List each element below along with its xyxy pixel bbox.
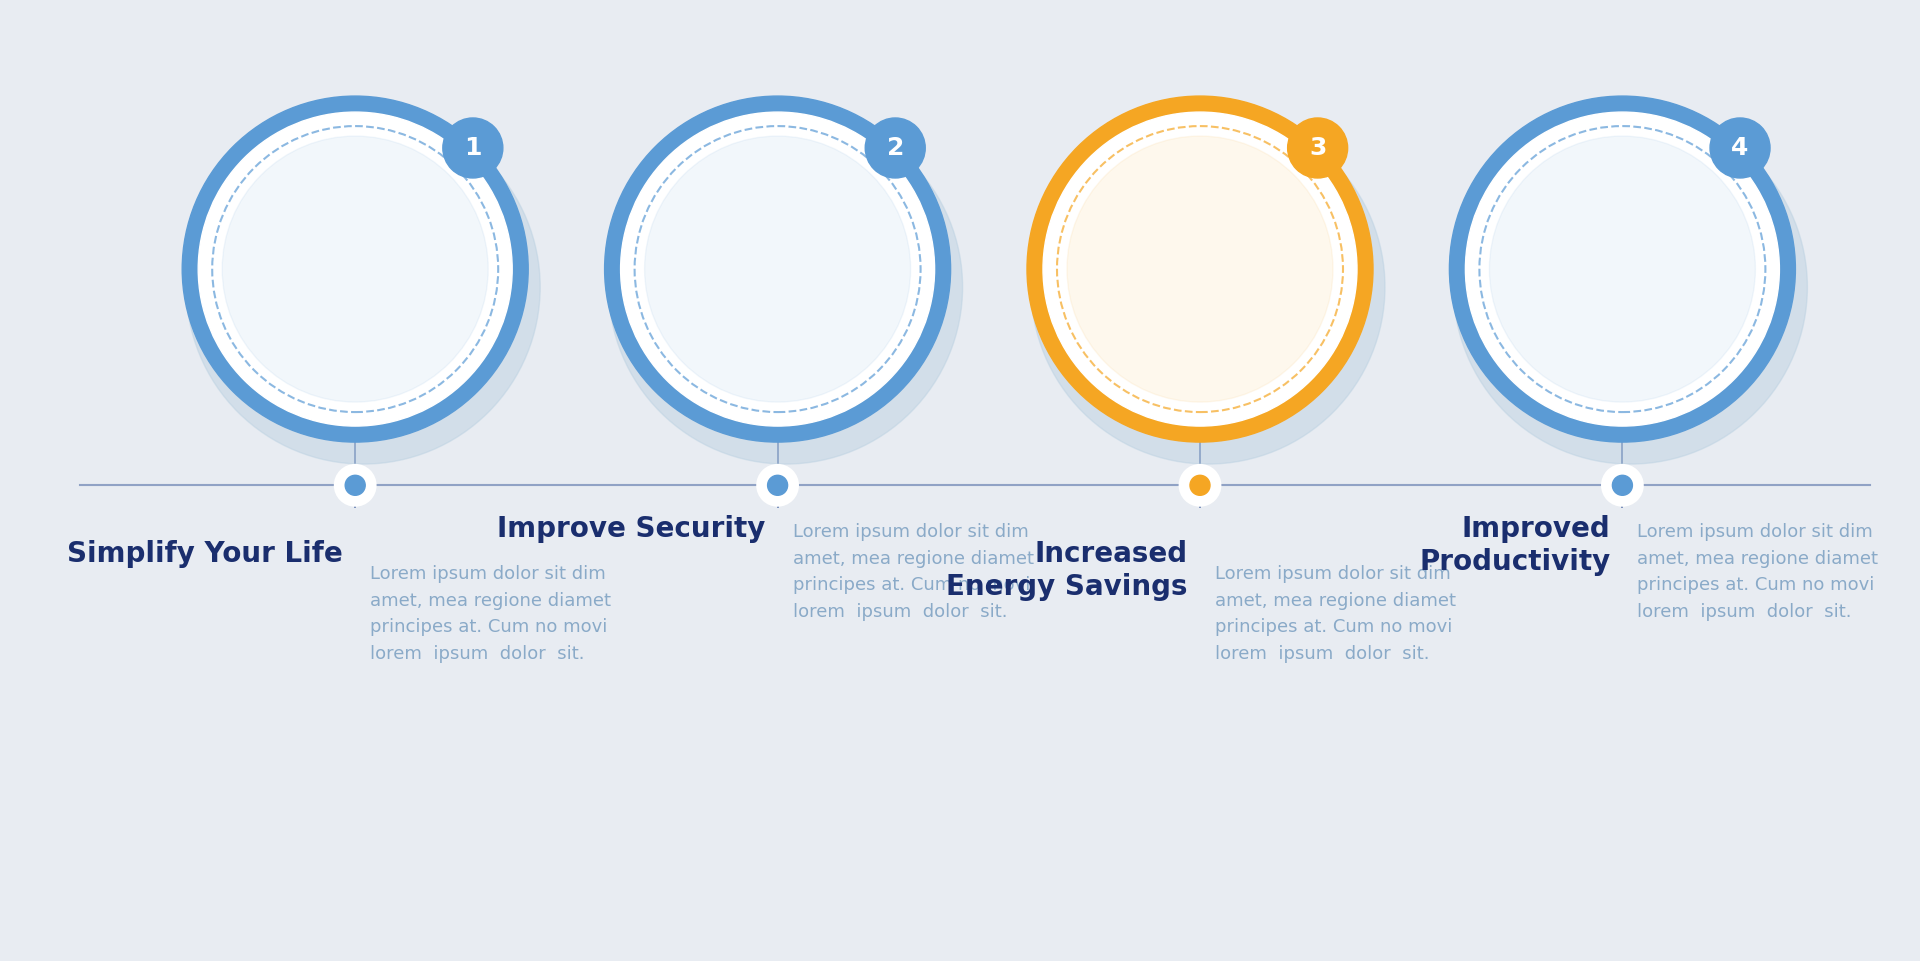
Circle shape bbox=[336, 465, 374, 505]
Text: Lorem ipsum dolor sit dim
amet, mea regione diamet
principes at. Cum no movi
lor: Lorem ipsum dolor sit dim amet, mea regi… bbox=[1638, 524, 1878, 621]
Circle shape bbox=[1711, 118, 1770, 178]
Text: 2: 2 bbox=[887, 136, 904, 160]
Circle shape bbox=[223, 136, 488, 402]
Text: Lorem ipsum dolor sit dim
amet, mea regione diamet
principes at. Cum no movi
lor: Lorem ipsum dolor sit dim amet, mea regi… bbox=[371, 565, 611, 662]
Circle shape bbox=[1603, 465, 1642, 505]
Circle shape bbox=[645, 136, 910, 402]
Circle shape bbox=[866, 118, 925, 178]
Circle shape bbox=[198, 112, 513, 426]
Circle shape bbox=[1031, 111, 1384, 464]
Text: 3: 3 bbox=[1309, 136, 1327, 160]
Circle shape bbox=[1613, 476, 1632, 495]
Circle shape bbox=[1043, 112, 1357, 426]
Circle shape bbox=[768, 476, 787, 495]
Circle shape bbox=[758, 465, 797, 505]
Circle shape bbox=[444, 118, 503, 178]
Circle shape bbox=[1490, 136, 1755, 402]
Circle shape bbox=[1465, 112, 1780, 426]
Circle shape bbox=[186, 111, 540, 464]
Circle shape bbox=[1068, 136, 1332, 402]
Text: Simplify Your Life: Simplify Your Life bbox=[67, 540, 344, 568]
Circle shape bbox=[1288, 118, 1348, 178]
Circle shape bbox=[346, 476, 365, 495]
Circle shape bbox=[1453, 111, 1807, 464]
Text: Improved
Productivity: Improved Productivity bbox=[1419, 515, 1611, 576]
Circle shape bbox=[609, 111, 962, 464]
Circle shape bbox=[1190, 476, 1210, 495]
Circle shape bbox=[1450, 96, 1795, 442]
Text: Lorem ipsum dolor sit dim
amet, mea regione diamet
principes at. Cum no movi
lor: Lorem ipsum dolor sit dim amet, mea regi… bbox=[793, 524, 1033, 621]
Circle shape bbox=[1027, 96, 1373, 442]
Text: 4: 4 bbox=[1732, 136, 1749, 160]
Circle shape bbox=[1181, 465, 1219, 505]
Text: Increased
Energy Savings: Increased Energy Savings bbox=[947, 540, 1188, 601]
Text: Improve Security: Improve Security bbox=[497, 515, 766, 543]
Circle shape bbox=[605, 96, 950, 442]
Circle shape bbox=[182, 96, 528, 442]
Circle shape bbox=[620, 112, 935, 426]
Text: Lorem ipsum dolor sit dim
amet, mea regione diamet
principes at. Cum no movi
lor: Lorem ipsum dolor sit dim amet, mea regi… bbox=[1215, 565, 1455, 662]
Text: 1: 1 bbox=[465, 136, 482, 160]
